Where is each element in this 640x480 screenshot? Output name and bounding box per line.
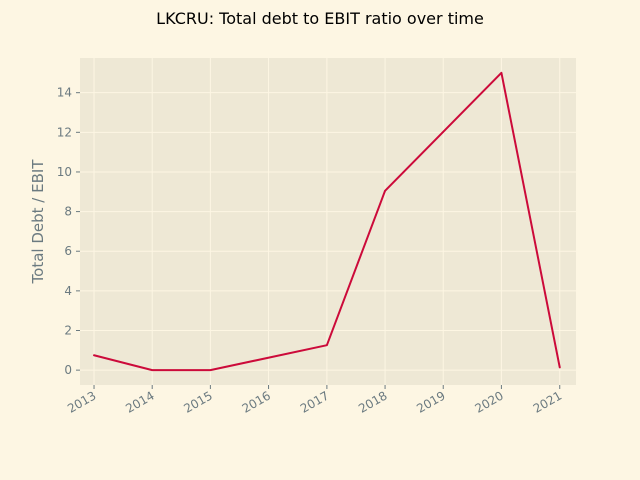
chart-title: LKCRU: Total debt to EBIT ratio over tim… — [156, 9, 484, 28]
y-tick-label: 12 — [57, 125, 72, 139]
y-tick-label: 10 — [57, 165, 72, 179]
grid — [80, 58, 576, 385]
y-tick-label: 8 — [64, 205, 72, 219]
y-tick-label: 6 — [64, 244, 72, 258]
y-tick-label: 4 — [64, 284, 72, 298]
series-line — [93, 71, 561, 372]
y-tick-label: 0 — [64, 363, 72, 377]
series-layer — [93, 71, 561, 372]
y-axis-label: Total Debt / EBIT — [29, 159, 47, 285]
y-tick-label: 2 — [64, 324, 72, 338]
y-tick-label: 14 — [57, 86, 72, 100]
